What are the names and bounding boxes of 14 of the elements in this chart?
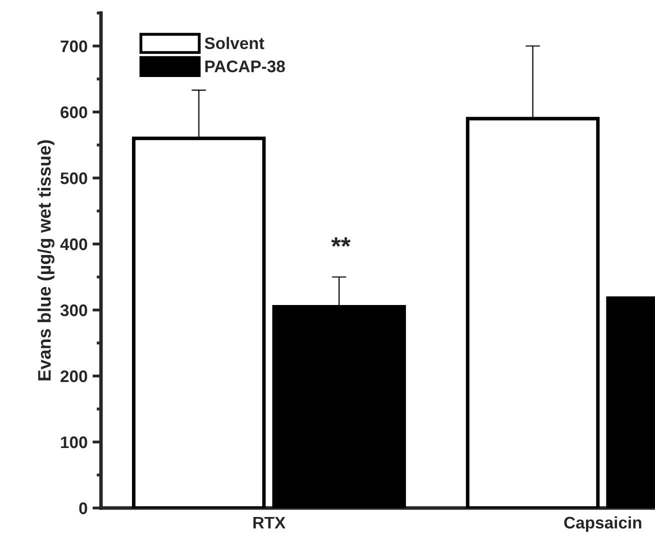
y-tick-label: 600 [60, 106, 88, 118]
y-tick-label: 100 [61, 436, 88, 448]
y-axis-title: Evans blue (µg/g wet tissue) [38, 140, 54, 380]
y-tick-label: 400 [60, 238, 88, 250]
legend-label: PACAP-38 [205, 60, 285, 72]
y-tick-label: 200 [60, 370, 88, 382]
y-tick-label: 700 [60, 40, 88, 52]
x-tick-label: RTX [253, 516, 286, 528]
annotation: ** [331, 237, 351, 247]
y-tick-label: 300 [60, 304, 88, 316]
y-tick-label: 0 [79, 502, 88, 514]
y-tick-label: 500 [60, 172, 88, 184]
legend-label: Solvent [204, 36, 264, 50]
x-tick-label: Capsaicin [564, 516, 642, 532]
